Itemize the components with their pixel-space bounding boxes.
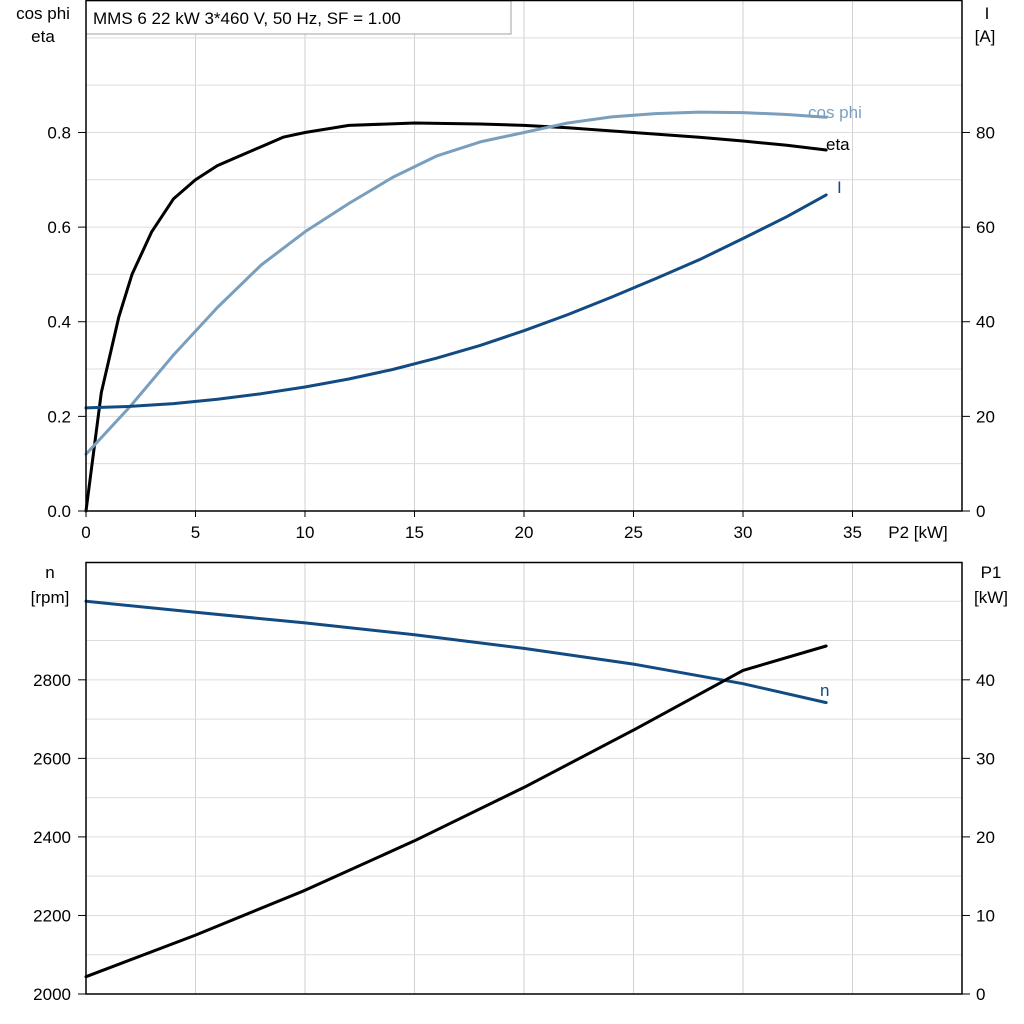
left-tick-label: 0.8 [47,123,71,142]
right-tick-label: 0 [976,502,985,521]
x-tick-label: 20 [515,523,534,542]
x-axis-title: P2 [kW] [888,523,948,542]
series-line-p1 [84,644,828,979]
x-tick-label: 15 [405,523,424,542]
right-tick-label: 80 [976,123,995,142]
bottom-plot-curves [84,599,828,979]
x-tick-label: 5 [191,523,200,542]
x-tick-label: 0 [81,523,90,542]
bottom-plot-frame [85,561,963,995]
x-tick-label: 10 [296,523,315,542]
left-axis-title-cosphi: cos phi [16,4,70,23]
left-tick-label: 2400 [33,828,71,847]
x-tick-label: 25 [624,523,643,542]
plot-frames [85,0,963,995]
chart-title: MMS 6 22 kW 3*460 V, 50 Hz, SF = 1.00 [93,9,401,28]
right-tick-label: 60 [976,218,995,237]
top-plot-frame [85,0,963,512]
right-tick-label: 10 [976,906,995,925]
left-axis-title-eta: eta [31,27,55,46]
left-tick-label: 2200 [33,906,71,925]
right-tick-label: 20 [976,828,995,847]
right-axis-title-current: I [985,4,990,23]
series-line-i [84,193,828,410]
curve-label-speed: n [820,681,829,700]
left-tick-label: 0.0 [47,502,71,521]
right-axis-title-p1: P1 [981,563,1002,582]
title-box [85,0,512,35]
left-tick-label: 0.6 [47,218,71,237]
x-tick-label: 30 [734,523,753,542]
right-tick-label: 0 [976,985,985,1004]
series-line-n [84,599,828,705]
top-plot-grid [86,0,962,511]
left-tick-label: 0.4 [47,313,71,332]
series-line-cos-phi [84,110,828,456]
curve-label-eta: eta [826,135,850,154]
right-axis-unit-p1: [kW] [974,588,1008,607]
curve-label-cosphi: cos phi [808,103,862,122]
series-line-eta [84,121,828,513]
curve-label-current: I [837,178,842,197]
x-tick-label: 35 [843,523,862,542]
left-tick-label: 0.2 [47,407,71,426]
bottom-plot-tick-labels: 2000 2200 2400 2600 2800 0 10 20 30 40 [33,671,995,1004]
right-tick-label: 20 [976,407,995,426]
left-tick-label: 2800 [33,671,71,690]
right-tick-label: 40 [976,671,995,690]
top-plot-tick-labels: 0.0 0.2 0.4 0.6 0.8 0 20 40 60 80 0 5 10 15 20 25 30 35 [47,123,995,542]
right-tick-label: 40 [976,313,995,332]
left-tick-label: 2000 [33,985,71,1004]
top-plot-curves [84,110,828,513]
right-axis-unit-current: [A] [975,27,996,46]
left-axis-unit-speed: [rpm] [31,588,70,607]
left-axis-title-speed: n [45,563,54,582]
right-tick-label: 30 [976,749,995,768]
left-tick-label: 2600 [33,749,71,768]
bottom-plot-grid [86,562,962,994]
